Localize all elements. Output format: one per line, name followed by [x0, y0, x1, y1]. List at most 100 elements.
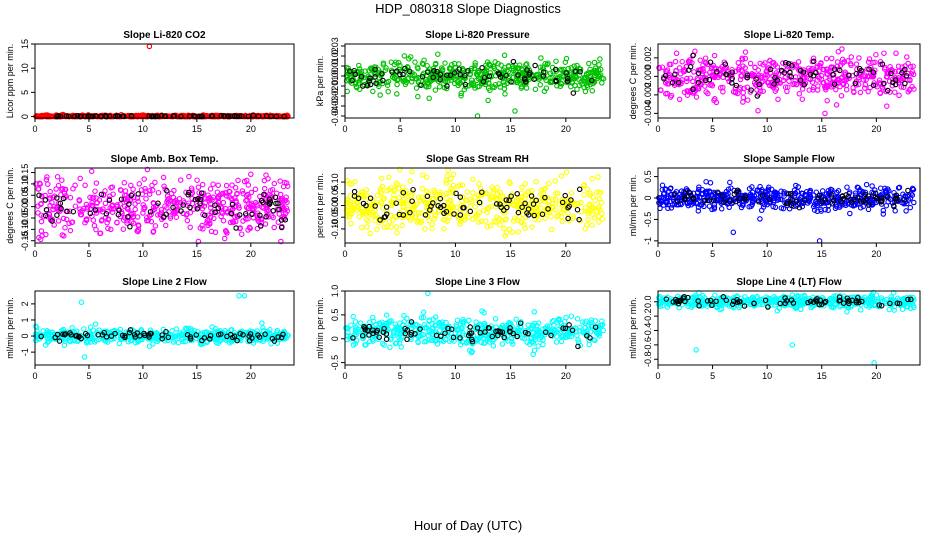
data-point	[431, 189, 438, 196]
data-point	[838, 93, 845, 99]
data-point	[380, 217, 386, 224]
data-point	[245, 182, 252, 188]
data-point	[215, 182, 221, 189]
reference-point	[568, 197, 574, 203]
data-point	[88, 168, 95, 175]
data-point	[796, 91, 803, 97]
reference-point	[440, 202, 447, 209]
data-point	[805, 65, 812, 71]
x-tick-label: 5	[398, 249, 403, 259]
reference-point	[43, 206, 50, 213]
data-point	[659, 182, 666, 189]
reference-point	[797, 77, 804, 83]
data-point	[844, 309, 850, 315]
reference-point	[521, 75, 528, 81]
data-point	[171, 199, 177, 205]
data-point	[92, 321, 99, 327]
reference-point	[899, 70, 905, 76]
reference-point	[197, 200, 203, 207]
reference-point	[530, 201, 537, 207]
y-tick-label: 0.5	[330, 309, 340, 322]
plot-frame	[34, 43, 295, 119]
plot-frame	[344, 43, 611, 119]
reference-point	[476, 199, 483, 206]
data-point	[256, 215, 262, 222]
reference-point	[164, 188, 170, 194]
data-point	[226, 188, 232, 195]
reference-point	[366, 78, 372, 84]
data-point	[109, 209, 116, 215]
reference-point	[837, 67, 843, 74]
data-point	[61, 233, 67, 239]
reference-point	[807, 71, 814, 78]
reference-point	[379, 71, 385, 77]
y-tick-label: 0.5	[643, 170, 653, 183]
y-tick-label: -1	[643, 237, 653, 245]
data-point	[174, 199, 180, 206]
y-tick-label: 0.002	[643, 47, 653, 70]
y-axis-label: ml/min per min.	[628, 297, 638, 359]
data-point	[896, 92, 902, 99]
data-point	[503, 229, 510, 236]
reference-point	[729, 69, 735, 75]
reference-point	[503, 197, 510, 203]
data-point	[568, 313, 575, 319]
data-point	[797, 79, 804, 85]
data-point	[705, 90, 711, 97]
reference-point	[245, 113, 252, 120]
data-point	[76, 198, 83, 204]
data-point	[814, 87, 821, 93]
data-point	[553, 58, 559, 64]
data-point	[177, 202, 184, 208]
data-point	[596, 195, 603, 202]
reference-point	[258, 223, 264, 229]
data-point	[501, 65, 508, 71]
data-point	[234, 213, 240, 219]
data-point	[443, 180, 450, 186]
data-point	[757, 216, 763, 222]
x-tick-label: 20	[561, 249, 571, 259]
reference-point	[372, 66, 378, 73]
data-point	[544, 61, 550, 68]
data-point	[892, 208, 898, 214]
reference-point	[66, 113, 72, 120]
data-point	[93, 180, 100, 186]
outlier-point	[81, 354, 88, 360]
data-point	[775, 96, 781, 103]
data-point	[819, 188, 826, 194]
data-point	[666, 61, 673, 68]
data-point	[412, 59, 418, 65]
reference-point	[797, 67, 804, 74]
data-point	[207, 214, 214, 221]
data-point	[545, 180, 552, 187]
data-point	[693, 94, 700, 100]
reference-point	[57, 200, 64, 207]
data-point	[863, 181, 870, 188]
reference-point	[273, 200, 279, 207]
reference-point	[199, 190, 205, 196]
data-point	[848, 62, 854, 69]
reference-point	[360, 200, 367, 207]
data-point	[492, 203, 499, 210]
reference-point	[272, 194, 279, 201]
data-point	[146, 191, 153, 197]
data-point	[77, 175, 83, 182]
data-point	[843, 86, 850, 93]
reference-point	[347, 68, 353, 75]
reference-point	[437, 71, 444, 78]
data-point	[379, 200, 385, 207]
data-point	[780, 60, 786, 66]
reference-point	[563, 70, 570, 76]
data-point	[129, 191, 136, 197]
reference-point	[830, 72, 836, 78]
data-point	[599, 80, 605, 86]
reference-point	[451, 70, 458, 76]
data-point	[121, 196, 127, 203]
data-point	[818, 73, 825, 79]
data-point	[393, 180, 400, 187]
data-point	[448, 185, 454, 192]
data-point	[810, 84, 817, 91]
reference-point	[881, 80, 887, 87]
reference-point	[457, 194, 464, 200]
reference-point	[879, 61, 886, 67]
